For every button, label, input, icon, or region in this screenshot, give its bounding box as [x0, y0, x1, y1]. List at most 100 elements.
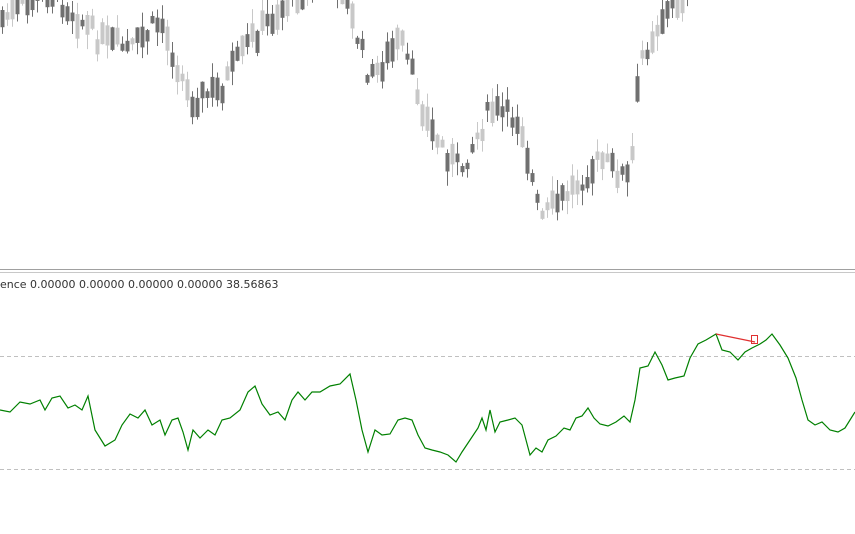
candle-body	[5, 12, 10, 20]
candle-body	[425, 106, 430, 131]
candle-body	[390, 38, 395, 62]
candle-body	[180, 73, 185, 82]
candle-body	[285, 0, 290, 17]
candle-body	[605, 153, 610, 163]
candle-body	[650, 31, 655, 53]
candle-body	[610, 152, 615, 172]
candle-body	[640, 50, 645, 59]
candle-body	[145, 30, 150, 42]
candle-body	[10, 0, 15, 20]
candle-body	[275, 4, 280, 30]
candle-body	[520, 126, 525, 148]
candle-body	[215, 77, 220, 101]
candle-body	[30, 0, 35, 11]
candle-body	[105, 25, 110, 46]
candle-body	[100, 22, 105, 45]
candle-body	[455, 153, 460, 163]
candle-body	[45, 0, 50, 8]
candle-body	[615, 170, 620, 188]
candle-body	[90, 15, 95, 29]
candle-body	[555, 193, 560, 213]
candle-body	[510, 117, 515, 128]
candle-body	[190, 96, 195, 118]
candle-body	[590, 159, 595, 184]
candle-body	[185, 79, 190, 101]
candle-body	[430, 119, 435, 142]
candle-body	[525, 147, 530, 174]
candle-body	[60, 4, 65, 18]
candle-body	[370, 63, 375, 77]
candle-body	[210, 76, 215, 98]
candle-body	[460, 166, 465, 173]
candle-body	[205, 91, 210, 98]
candle-body	[80, 19, 85, 27]
candle-body	[495, 96, 500, 116]
candle-body	[450, 143, 455, 165]
candle-body	[355, 37, 360, 44]
candle-body	[165, 26, 170, 51]
candle-body	[175, 65, 180, 83]
candle-body	[540, 210, 545, 219]
candle-body	[140, 26, 145, 48]
indicator-label: ence 0.00000 0.00000 0.00000 0.00000 38.…	[0, 278, 278, 291]
candle-body	[360, 38, 365, 51]
candle-body	[660, 9, 665, 34]
candle-body	[680, 0, 685, 14]
candle-body	[635, 76, 640, 102]
candle-body	[295, 0, 300, 14]
candle-body	[220, 85, 225, 104]
candle-body	[420, 104, 425, 127]
candle-body	[150, 15, 155, 24]
divergence-line	[715, 333, 756, 343]
candle-body	[570, 175, 575, 195]
candle-body	[20, 0, 25, 4]
candle-body	[85, 15, 90, 35]
candle-body	[250, 23, 255, 42]
candle-body	[410, 58, 415, 75]
candle-body	[65, 6, 70, 22]
candle-body	[630, 146, 635, 161]
candle-body	[600, 152, 605, 170]
candle-body	[25, 0, 30, 16]
candle-body	[15, 0, 20, 15]
candle-body	[585, 177, 590, 189]
candle-body	[505, 99, 510, 112]
candle-body	[115, 27, 120, 45]
candle-body	[375, 62, 380, 76]
candle-body	[35, 0, 40, 1]
candle-body	[345, 0, 350, 9]
candle-body	[670, 0, 675, 9]
candle-body	[120, 43, 125, 51]
candle-body	[135, 27, 140, 43]
candle-body	[245, 34, 250, 48]
candle-body	[395, 27, 400, 50]
candle-body	[340, 0, 345, 5]
candle-body	[400, 30, 405, 46]
candle-body	[230, 50, 235, 72]
candle-body	[110, 27, 115, 50]
candle-body	[130, 38, 135, 45]
candle-body	[365, 74, 370, 83]
candle-body	[50, 0, 55, 7]
candle-body	[405, 53, 410, 60]
candle-body	[195, 97, 200, 118]
candle-body	[625, 164, 630, 183]
candle-body	[235, 46, 240, 61]
candle-body	[675, 0, 680, 18]
candle-body	[380, 62, 385, 82]
candle-body	[170, 52, 175, 67]
candle-body	[485, 101, 490, 111]
candle-body	[75, 14, 80, 39]
candle-body	[435, 134, 440, 148]
candle-body	[125, 40, 130, 52]
candle-body	[160, 18, 165, 34]
candle-body	[665, 1, 670, 19]
candle-body	[415, 89, 420, 105]
candle-body	[465, 162, 470, 170]
candle-body	[445, 153, 450, 172]
candle-body	[265, 13, 270, 27]
candle-body	[480, 128, 485, 142]
candle-body	[200, 81, 205, 99]
candle-body	[255, 30, 260, 53]
